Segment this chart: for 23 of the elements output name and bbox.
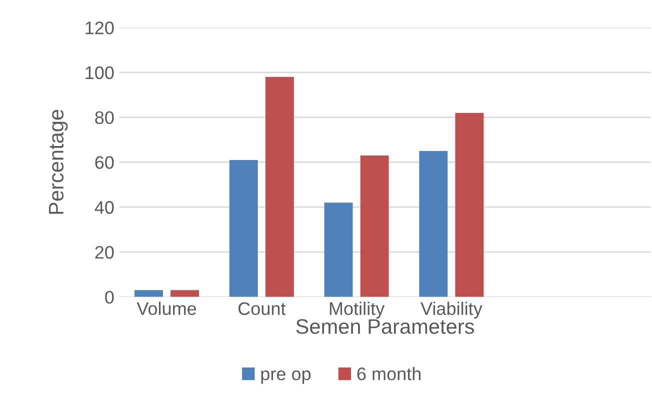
y-tick-label: 60 [95, 156, 114, 169]
y-tick-label: 40 [94, 201, 114, 214]
x-tick-label: Motility [330, 302, 385, 319]
x-tick-label: Count [238, 302, 286, 316]
x-tick-label: Viability [420, 302, 482, 319]
bar [360, 155, 389, 297]
bar [229, 160, 258, 297]
bar [455, 112, 484, 297]
legend-label: 6 month [357, 367, 421, 380]
y-axis-title: Percentage [49, 110, 68, 214]
bar [324, 202, 353, 297]
y-tick-label: 80 [95, 111, 114, 124]
y-tick-label: 120 [86, 21, 114, 34]
bar [265, 76, 294, 297]
bar [134, 290, 163, 297]
y-tick-label: 100 [86, 66, 114, 80]
x-axis-title: Semen Parameters [296, 319, 474, 334]
x-tick-label: Volume [136, 302, 196, 316]
y-tick-label: 0 [105, 290, 114, 304]
bar [170, 290, 200, 297]
bar [419, 150, 448, 297]
legend-label: pre op [261, 370, 311, 384]
y-tick-label: 20 [95, 246, 114, 259]
